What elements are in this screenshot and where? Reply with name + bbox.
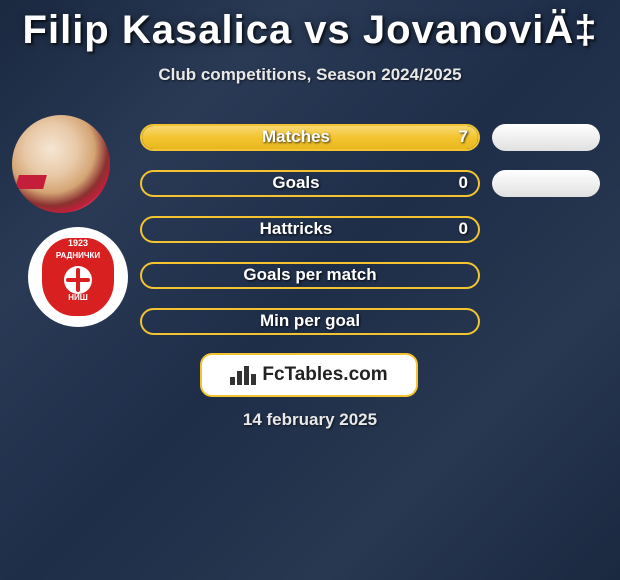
stat-label: Min per goal — [142, 311, 478, 331]
stat-label: Goals per match — [142, 265, 478, 285]
stat-bar-right — [492, 170, 600, 197]
stats-rows: Matches 7 Goals 0 Hattricks 0 Goals per match M… — [140, 122, 610, 352]
soccer-ball-icon — [64, 266, 92, 294]
stat-bar-left: Matches 7 — [140, 124, 480, 151]
stat-bar-left: Min per goal — [140, 308, 480, 335]
badge2-text-bottom: НИШ — [68, 294, 88, 302]
badges-column: 1923 РАДНИЧКИ НИШ — [10, 115, 120, 327]
stat-label: Hattricks — [142, 219, 450, 239]
player2-badge: 1923 РАДНИЧКИ НИШ — [28, 227, 128, 327]
stat-label: Goals — [142, 173, 450, 193]
date-text: 14 february 2025 — [0, 410, 620, 430]
stat-row: Min per goal — [140, 306, 610, 336]
subtitle: Club competitions, Season 2024/2025 — [0, 65, 620, 85]
stat-bar-left: Hattricks 0 — [140, 216, 480, 243]
player1-badge — [12, 115, 110, 213]
brand-box: FcTables.com — [200, 353, 418, 397]
brand-text: FcTables.com — [262, 364, 387, 386]
stat-bar-left: Goals per match — [140, 262, 480, 289]
stat-row: Goals per match — [140, 260, 610, 290]
stat-bar-right — [492, 124, 600, 151]
stat-row: Goals 0 — [140, 168, 610, 198]
bar-chart-icon — [230, 365, 256, 385]
stat-label: Matches — [142, 127, 450, 147]
stat-value: 7 — [459, 127, 468, 147]
stat-row: Hattricks 0 — [140, 214, 610, 244]
badge2-year: 1923 — [68, 238, 88, 248]
stat-value: 0 — [459, 173, 468, 193]
badge2-text-top: РАДНИЧКИ — [56, 252, 100, 260]
stat-value: 0 — [459, 219, 468, 239]
stat-row: Matches 7 — [140, 122, 610, 152]
page-title: Filip Kasalica vs JovanoviÄ‡ — [0, 0, 620, 53]
stat-bar-left: Goals 0 — [140, 170, 480, 197]
